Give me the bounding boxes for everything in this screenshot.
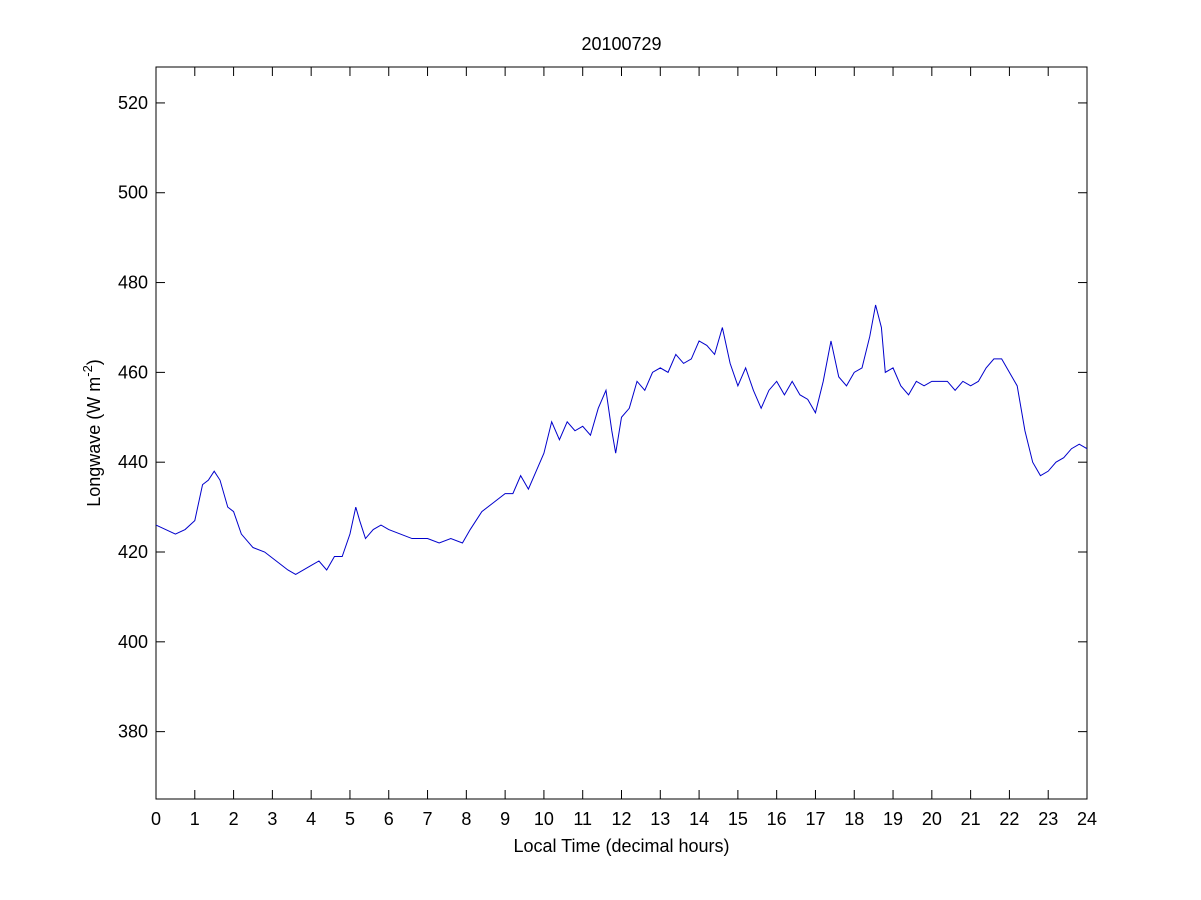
x-tick-label: 11 — [573, 809, 592, 829]
y-axis-label: Longwave (W m-2) — [80, 359, 104, 507]
x-tick-label: 8 — [461, 809, 471, 829]
x-tick-label: 7 — [423, 809, 433, 829]
longwave-series-line — [155, 304, 1088, 576]
y-tick-label: 380 — [118, 722, 148, 742]
x-tick-label: 0 — [151, 809, 161, 829]
chart-title: 20100729 — [581, 34, 661, 54]
x-tick-label: 12 — [611, 809, 631, 829]
plot-area — [155, 66, 1088, 800]
x-tick-label: 18 — [844, 809, 864, 829]
x-tick-label: 16 — [767, 809, 787, 829]
x-tick-label: 5 — [345, 809, 355, 829]
x-tick-label: 15 — [728, 809, 748, 829]
x-tick-label: 1 — [190, 809, 200, 829]
x-tick-label: 20 — [922, 809, 942, 829]
y-axis-label-superscript: -2 — [80, 365, 95, 377]
y-tick-label: 400 — [118, 632, 148, 652]
y-tick-label: 440 — [118, 452, 148, 472]
x-tick-label: 17 — [805, 809, 825, 829]
y-axis-label-main: Longwave (W m — [84, 377, 104, 507]
x-tick-label: 22 — [999, 809, 1019, 829]
x-tick-label: 14 — [689, 809, 709, 829]
x-axis-label: Local Time (decimal hours) — [513, 836, 729, 856]
x-tick-label: 21 — [961, 809, 981, 829]
x-tick-label: 23 — [1038, 809, 1058, 829]
y-tick-label: 420 — [118, 542, 148, 562]
x-tick-label: 19 — [883, 809, 903, 829]
x-tick-label: 9 — [500, 809, 510, 829]
x-tick-label: 2 — [229, 809, 239, 829]
x-tick-label: 3 — [267, 809, 277, 829]
y-tick-label: 480 — [118, 273, 148, 293]
tick-marks — [155, 67, 1088, 799]
x-tick-label: 13 — [650, 809, 670, 829]
tick-labels: 0 1 2 3 4 5 6 7 8 9 10 11 12 13 14 15 16 17 18 19 20 21 22 23 24… — [118, 93, 1097, 829]
x-tick-label: 24 — [1077, 809, 1097, 829]
x-tick-label: 10 — [534, 809, 554, 829]
y-tick-label: 460 — [118, 362, 148, 382]
y-axis-label-suffix: ) — [84, 359, 104, 365]
x-tick-label: 4 — [306, 809, 316, 829]
x-tick-label: 6 — [384, 809, 394, 829]
y-tick-label: 520 — [118, 93, 148, 113]
y-tick-label: 500 — [118, 183, 148, 203]
